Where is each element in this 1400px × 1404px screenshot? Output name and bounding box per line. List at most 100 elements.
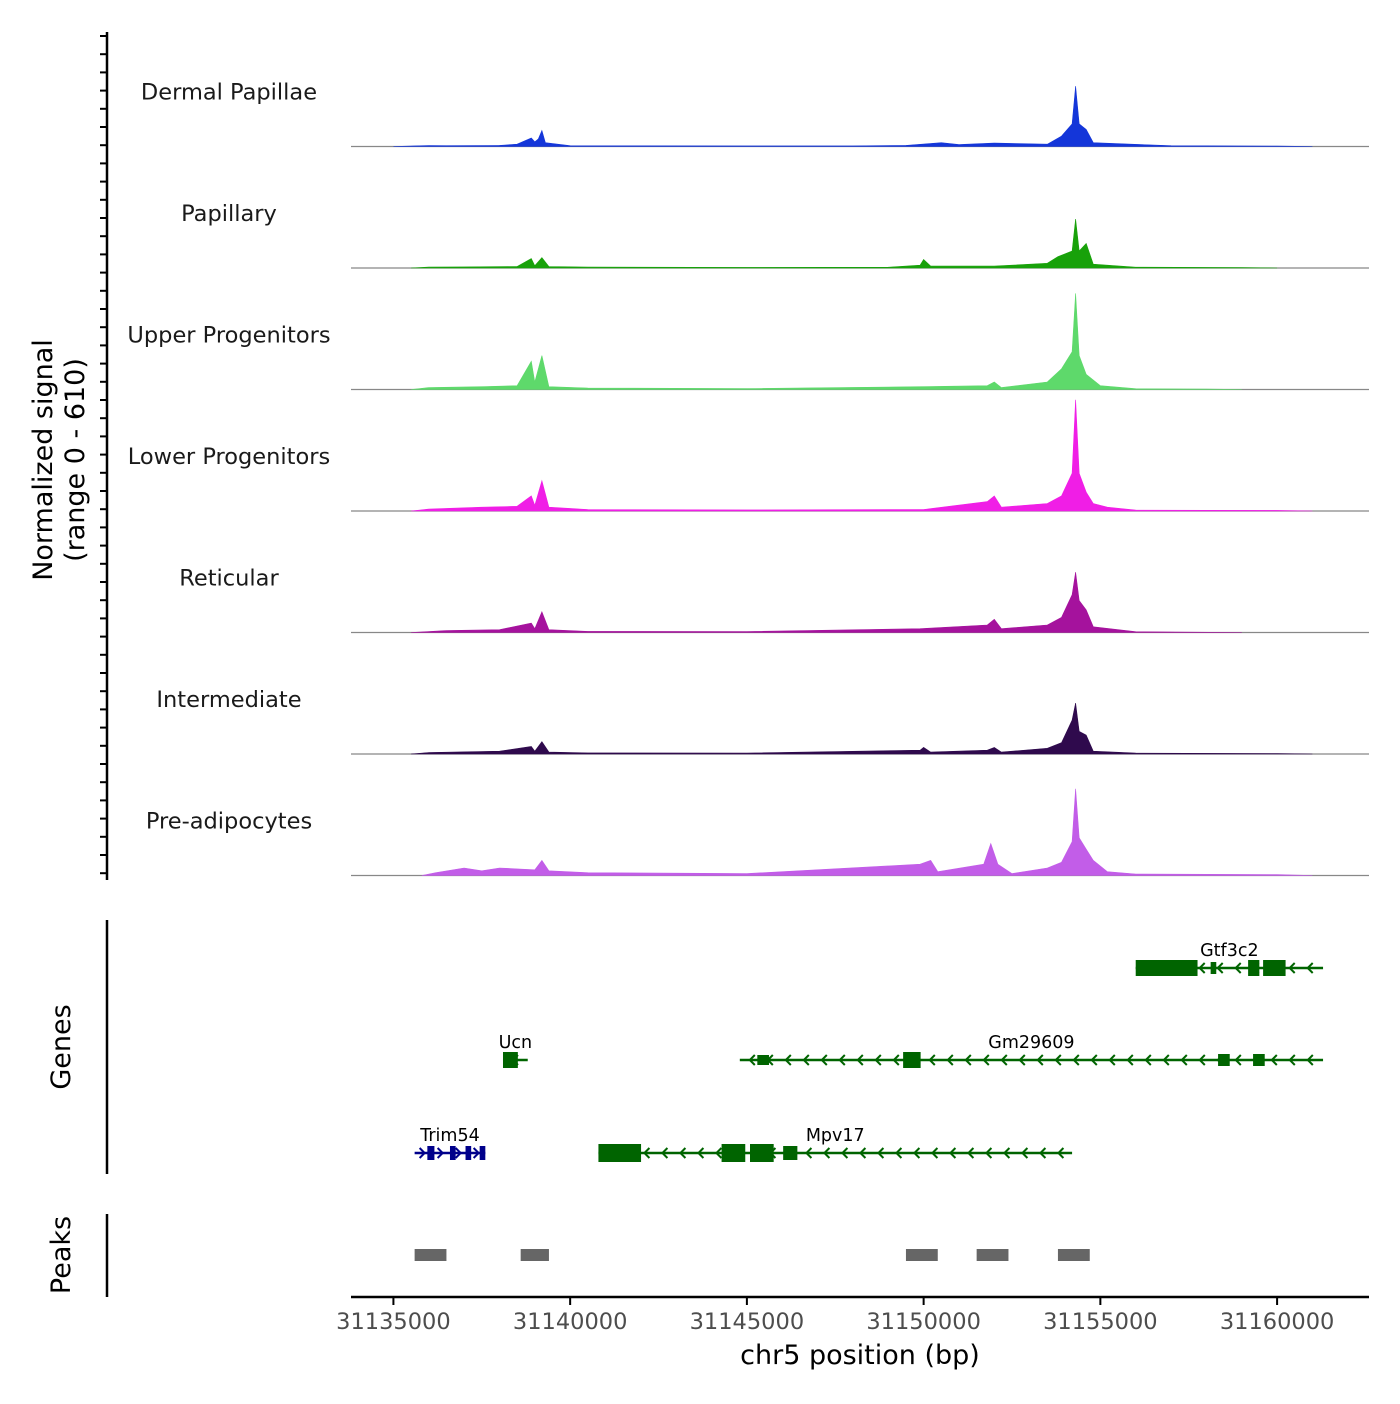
x-tick-label: 31140000 — [513, 1309, 628, 1335]
strand-arrow — [805, 1147, 813, 1159]
strand-arrow — [1180, 1054, 1188, 1066]
strand-arrow — [967, 1147, 975, 1159]
exon — [783, 1146, 798, 1160]
strand-arrow — [1018, 1054, 1026, 1066]
strand-arrow — [946, 1054, 954, 1066]
x-axis-title: chr5 position (bp) — [740, 1340, 980, 1371]
gene-trim54: Trim54 — [414, 1126, 486, 1160]
signal-tracks: Dermal Papillae Papillary Upper Progenitor… — [127, 80, 1369, 877]
strand-arrow — [1072, 1054, 1080, 1066]
strand-arrow — [1054, 1054, 1062, 1066]
exon — [1135, 960, 1198, 976]
gene-annotations: Gtf3c2 Gm29609 Ucn Trim54 Mpv17 — [414, 941, 1324, 1162]
strand-arrow — [472, 1147, 481, 1159]
strand-arrow — [856, 1054, 864, 1066]
strand-arrow — [1306, 962, 1314, 974]
strand-arrow — [820, 1054, 828, 1066]
signal-area — [411, 293, 1242, 390]
track-papillary: Papillary — [181, 201, 1369, 269]
peak-bar — [520, 1249, 549, 1261]
strand-arrow — [454, 1147, 463, 1159]
signal-area — [411, 703, 1313, 755]
strand-arrow — [1021, 1147, 1029, 1159]
strand-arrow — [859, 1147, 867, 1159]
gene-label: Ucn — [499, 1033, 533, 1053]
gene-label: Mpv17 — [806, 1126, 865, 1146]
strand-arrow — [436, 1147, 445, 1159]
strand-arrow — [715, 1147, 723, 1159]
strand-arrow — [838, 1054, 846, 1066]
strand-arrow — [661, 1147, 669, 1159]
strand-arrow — [802, 1054, 810, 1066]
exon — [449, 1146, 456, 1160]
exon — [1218, 1054, 1230, 1066]
exon — [1263, 960, 1286, 976]
x-tick-label: 31150000 — [866, 1309, 981, 1335]
x-tick-label: 31145000 — [690, 1309, 805, 1335]
strand-arrow — [928, 1054, 936, 1066]
strand-arrow — [1288, 1054, 1296, 1066]
x-axis-ticks: 31135000 31140000 31145000 31150000 31155000… — [336, 1297, 1334, 1335]
exon — [502, 1052, 518, 1068]
exon — [721, 1144, 746, 1162]
track-dermal-papillae: Dermal Papillae — [141, 80, 1369, 148]
strand-arrow — [1036, 1054, 1044, 1066]
strand-arrow — [1039, 1147, 1047, 1159]
signal-area — [411, 399, 1313, 512]
track-lower-progenitors: Lower Progenitors — [128, 399, 1369, 512]
strand-arrow — [913, 1147, 921, 1159]
gene-label: Trim54 — [419, 1126, 480, 1146]
track-label: Upper Progenitors — [127, 323, 330, 349]
strand-arrow — [892, 1054, 900, 1066]
track-label: Reticular — [179, 566, 279, 592]
strand-arrow — [784, 1054, 792, 1066]
strand-arrow — [1270, 1054, 1278, 1066]
gene-ucn: Ucn — [499, 1033, 533, 1068]
genes-panel-label: Genes — [46, 1004, 77, 1089]
strand-arrow — [1198, 962, 1206, 974]
strand-arrow — [643, 1147, 651, 1159]
exon — [1248, 960, 1260, 976]
strand-arrow — [1003, 1147, 1011, 1159]
x-tick-label: 31135000 — [336, 1309, 451, 1335]
signal-area — [411, 572, 1242, 633]
strand-arrow — [418, 1147, 427, 1159]
peak-bar — [976, 1249, 1009, 1261]
peaks-panel-label: Peaks — [46, 1216, 77, 1294]
exon — [1210, 962, 1217, 974]
gene-gtf3c2: Gtf3c2 — [1135, 941, 1324, 976]
track-label: Dermal Papillae — [141, 80, 317, 106]
track-upper-progenitors: Upper Progenitors — [127, 293, 1369, 391]
signal-area — [421, 788, 1313, 876]
strand-arrow — [931, 1147, 939, 1159]
strand-arrow — [1000, 1054, 1008, 1066]
exon — [903, 1052, 921, 1068]
exon — [1253, 1054, 1265, 1066]
strand-arrow — [1234, 1054, 1242, 1066]
track-label: Intermediate — [156, 687, 301, 713]
exon — [465, 1146, 472, 1160]
signal-y-axis-title: Normalized signal — [28, 339, 59, 581]
x-tick-label: 31160000 — [1220, 1309, 1335, 1335]
track-intermediate: Intermediate — [156, 687, 1369, 755]
signal-area — [393, 86, 1313, 147]
track-label: Pre-adipocytes — [146, 809, 312, 835]
strand-arrow — [748, 1054, 756, 1066]
peak-regions — [414, 1249, 1090, 1261]
strand-arrow — [874, 1054, 882, 1066]
strand-arrow — [841, 1147, 849, 1159]
peak-bar — [1057, 1249, 1090, 1261]
strand-arrow — [964, 1054, 972, 1066]
gene-label: Gtf3c2 — [1200, 941, 1258, 961]
strand-arrow — [1126, 1054, 1134, 1066]
strand-arrow — [1216, 962, 1224, 974]
track-label: Papillary — [181, 201, 277, 227]
strand-arrow — [1144, 1054, 1152, 1066]
strand-arrow — [1108, 1054, 1116, 1066]
strand-arrow — [949, 1147, 957, 1159]
exon — [757, 1055, 769, 1065]
signal-y-axis-range: (range 0 - 610) — [60, 358, 91, 562]
strand-arrow — [895, 1147, 903, 1159]
strand-arrow — [1288, 962, 1296, 974]
